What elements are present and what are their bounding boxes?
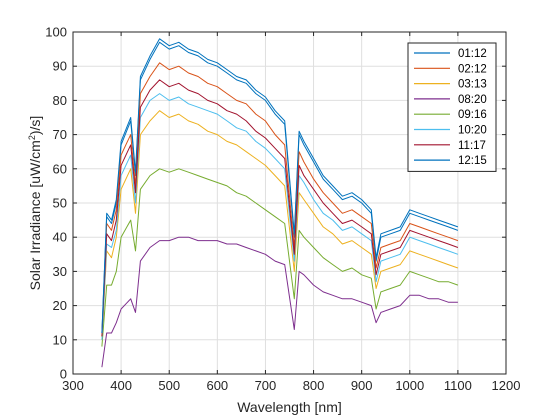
y-tick-label: 90 (53, 59, 67, 74)
series-line-1215 (101, 38, 459, 334)
x-tick-label: 700 (255, 378, 277, 393)
legend-label: 08:20 (458, 94, 487, 106)
y-tick-label: 50 (53, 196, 67, 211)
x-tick-label: 500 (158, 378, 180, 393)
y-tick-label: 10 (53, 332, 67, 347)
x-tick-label: 400 (110, 378, 132, 393)
legend-label: 10:20 (458, 125, 487, 137)
legend-label: 01:12 (458, 48, 487, 60)
legend-items: 01:12 02:12 03:13 08:20 09:16 10:20 11:17 12:15 (414, 48, 487, 167)
legend-label: 02:12 (458, 63, 487, 75)
legend: 01:12 02:12 03:13 08:20 09:16 10:20 11:17 12:15 (407, 42, 497, 172)
legend-box (407, 42, 497, 172)
x-tick-label: 1000 (395, 378, 424, 393)
series-line-0313 (101, 110, 459, 340)
y-tick-label: 20 (53, 298, 67, 313)
series-line-1117 (101, 79, 459, 337)
x-axis-label: Wavelength [nm] (237, 399, 342, 415)
legend-label: 09:16 (458, 109, 487, 121)
x-tick-label: 800 (303, 378, 325, 393)
x-tick-label: 900 (351, 378, 373, 393)
y-axis-label-main: Solar Irradiance [uW/cm (27, 140, 43, 290)
series-line-0916 (101, 168, 459, 347)
series-lines (101, 38, 459, 368)
y-axis-label-superscript: 2 (27, 135, 37, 140)
axis-ticks: 300 400 500 600 700 800 900 1000 1100 1200 0 10 20 30… (45, 25, 520, 394)
y-tick-label: 70 (53, 127, 67, 142)
legend-label: 03:13 (458, 79, 487, 91)
y-tick-label: 30 (53, 264, 67, 279)
x-tick-label: 600 (206, 378, 228, 393)
x-tick-label: 1100 (444, 378, 472, 393)
y-tick-label: 80 (53, 93, 67, 108)
series-line-0112 (101, 41, 459, 334)
series-line-1020 (101, 93, 459, 340)
legend-label: 11:17 (458, 140, 486, 152)
x-tick-label: 1200 (492, 378, 521, 393)
series-line-0212 (101, 62, 459, 337)
y-tick-label: 40 (53, 230, 67, 245)
y-tick-label: 0 (60, 367, 67, 382)
legend-label: 12:15 (458, 155, 487, 167)
series-line-0820 (101, 236, 458, 368)
y-axis-label: Solar Irradiance [uW/cm2)/s] (27, 116, 43, 291)
y-axis-label-tail: )/s] (27, 116, 43, 135)
y-tick-label: 100 (45, 25, 67, 40)
x-tick-label: 300 (62, 378, 84, 393)
y-tick-label: 60 (53, 161, 67, 176)
